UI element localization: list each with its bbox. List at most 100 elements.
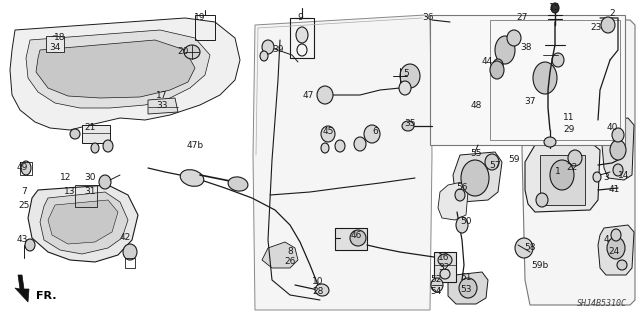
- Polygon shape: [522, 20, 635, 305]
- Bar: [82, 125, 110, 143]
- Ellipse shape: [48, 36, 62, 52]
- Ellipse shape: [317, 86, 333, 104]
- Bar: [75, 185, 97, 207]
- Ellipse shape: [431, 278, 443, 292]
- Text: 18: 18: [54, 33, 66, 42]
- Text: 58: 58: [524, 243, 536, 253]
- Text: 40: 40: [606, 123, 618, 132]
- Text: 14: 14: [618, 172, 630, 181]
- Text: 53: 53: [460, 286, 472, 294]
- Text: 31: 31: [84, 188, 96, 197]
- Bar: [540, 155, 585, 205]
- Polygon shape: [148, 98, 178, 114]
- Ellipse shape: [364, 125, 380, 143]
- Polygon shape: [448, 272, 488, 304]
- Ellipse shape: [262, 40, 274, 54]
- Ellipse shape: [607, 237, 625, 259]
- Text: 13: 13: [64, 188, 76, 197]
- Text: 19: 19: [195, 13, 205, 23]
- Text: 42: 42: [120, 234, 131, 242]
- Bar: [195, 15, 215, 40]
- Text: 10: 10: [312, 278, 324, 286]
- Text: 50: 50: [460, 218, 472, 226]
- Bar: [490, 20, 620, 140]
- Ellipse shape: [485, 154, 499, 170]
- Text: 11: 11: [563, 114, 575, 122]
- Polygon shape: [482, 55, 510, 84]
- Text: 56: 56: [456, 183, 468, 192]
- Ellipse shape: [180, 170, 204, 186]
- Text: 7: 7: [21, 188, 27, 197]
- Ellipse shape: [260, 51, 268, 61]
- Text: 49: 49: [16, 164, 28, 173]
- Ellipse shape: [402, 121, 414, 131]
- Text: 32: 32: [438, 263, 450, 272]
- Ellipse shape: [536, 193, 548, 207]
- Polygon shape: [48, 200, 118, 244]
- Text: 33: 33: [156, 101, 168, 110]
- Ellipse shape: [123, 244, 137, 260]
- Ellipse shape: [456, 217, 468, 233]
- Text: 5: 5: [403, 70, 409, 78]
- Ellipse shape: [321, 143, 329, 153]
- Text: 43: 43: [16, 235, 28, 244]
- Text: 4: 4: [603, 235, 609, 244]
- Text: 44: 44: [481, 57, 493, 66]
- Text: FR.: FR.: [36, 291, 56, 301]
- Ellipse shape: [99, 175, 111, 189]
- Text: 34: 34: [49, 43, 61, 53]
- Text: 45: 45: [323, 128, 333, 137]
- Polygon shape: [15, 275, 29, 302]
- Text: 6: 6: [372, 128, 378, 137]
- Polygon shape: [26, 30, 210, 108]
- Text: 59b: 59b: [531, 262, 548, 271]
- Bar: [46, 36, 64, 52]
- Polygon shape: [36, 40, 195, 98]
- Text: SHJ4B5310C: SHJ4B5310C: [577, 299, 627, 308]
- Text: 17: 17: [156, 92, 168, 100]
- Ellipse shape: [610, 140, 626, 160]
- Text: 59: 59: [508, 155, 520, 165]
- Polygon shape: [490, 22, 525, 78]
- Ellipse shape: [296, 27, 308, 43]
- Text: 51: 51: [460, 273, 472, 283]
- Text: 48: 48: [470, 101, 482, 110]
- Ellipse shape: [601, 17, 615, 33]
- Ellipse shape: [551, 3, 559, 13]
- Text: 23: 23: [590, 24, 602, 33]
- Ellipse shape: [440, 269, 450, 279]
- Ellipse shape: [461, 160, 489, 196]
- Polygon shape: [438, 182, 468, 220]
- Text: 37: 37: [524, 98, 536, 107]
- Text: 55: 55: [470, 150, 482, 159]
- Polygon shape: [28, 185, 138, 262]
- Polygon shape: [10, 18, 240, 130]
- Text: 47b: 47b: [186, 142, 204, 151]
- Text: 39: 39: [272, 46, 284, 55]
- Bar: [430, 15, 625, 145]
- Polygon shape: [525, 142, 600, 212]
- Ellipse shape: [515, 238, 533, 258]
- Ellipse shape: [91, 143, 99, 153]
- Ellipse shape: [335, 140, 345, 152]
- Ellipse shape: [459, 278, 477, 298]
- Polygon shape: [253, 15, 432, 310]
- Polygon shape: [40, 192, 128, 254]
- Ellipse shape: [495, 36, 515, 64]
- Polygon shape: [453, 152, 502, 202]
- Ellipse shape: [315, 284, 329, 296]
- Ellipse shape: [228, 177, 248, 191]
- Ellipse shape: [507, 30, 521, 46]
- Ellipse shape: [321, 126, 335, 142]
- Text: 41: 41: [608, 186, 620, 195]
- Ellipse shape: [103, 140, 113, 152]
- Bar: [290, 18, 314, 58]
- Text: 26: 26: [284, 257, 296, 266]
- Ellipse shape: [399, 81, 411, 95]
- Ellipse shape: [613, 164, 623, 176]
- Ellipse shape: [552, 53, 564, 67]
- Ellipse shape: [593, 172, 601, 182]
- Ellipse shape: [544, 137, 556, 147]
- Ellipse shape: [184, 45, 200, 59]
- Ellipse shape: [612, 128, 624, 142]
